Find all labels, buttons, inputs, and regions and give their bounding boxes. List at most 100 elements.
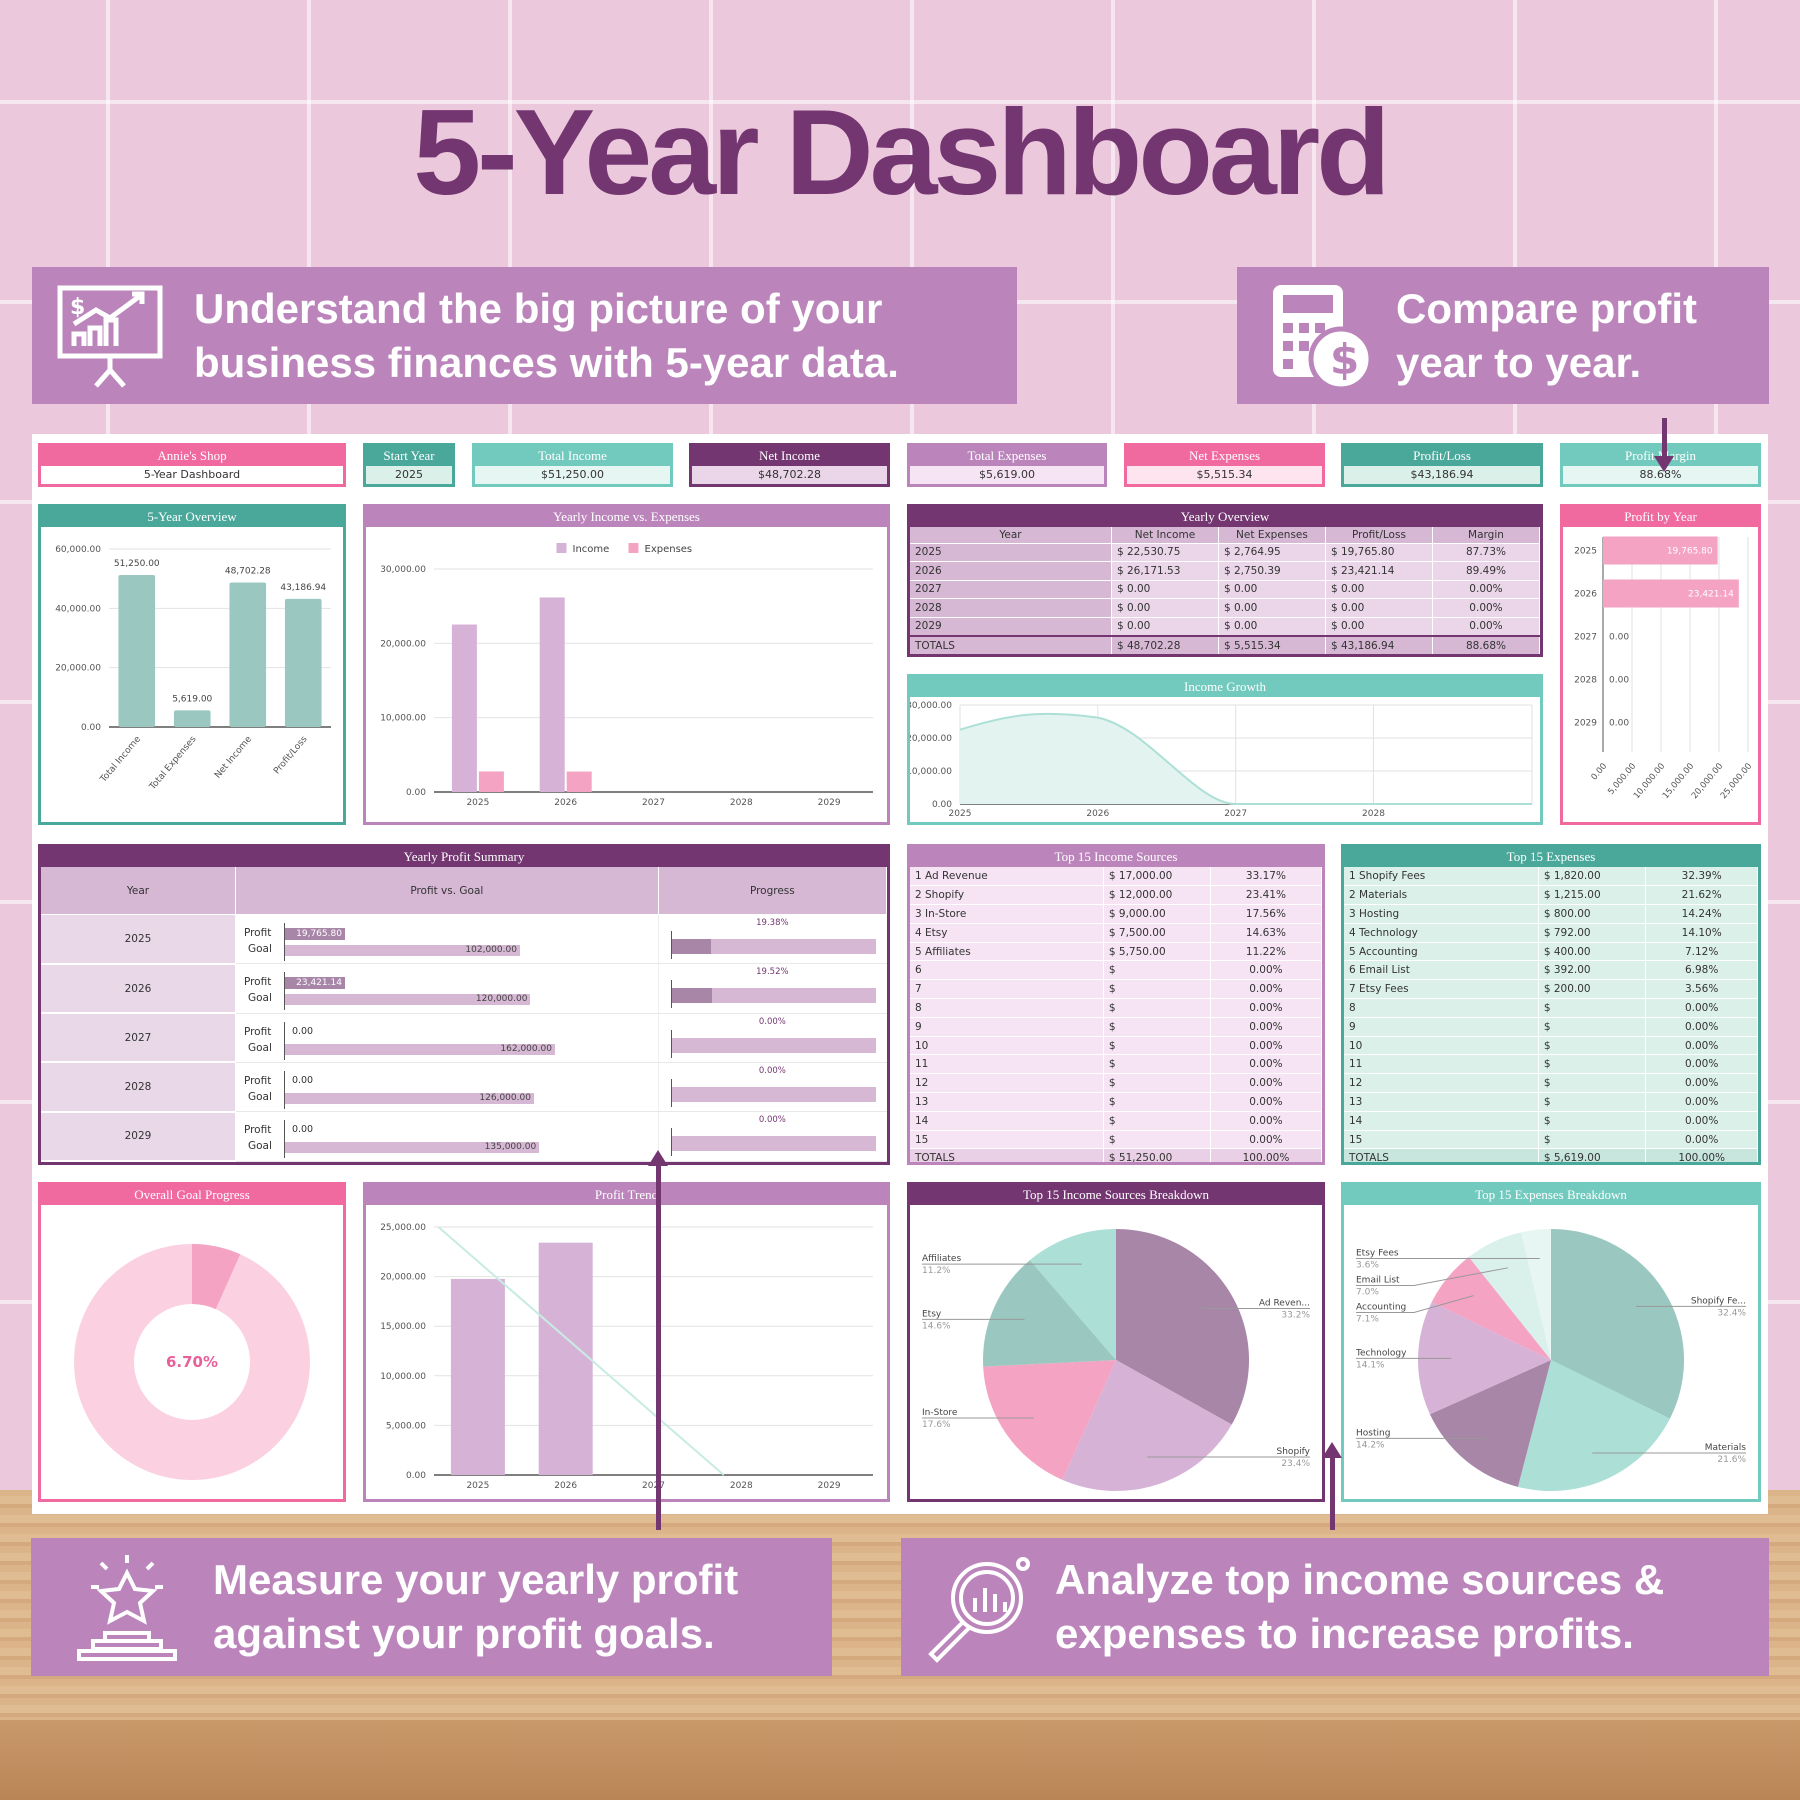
table-row: 13 $ 0.00% (910, 1092, 1322, 1112)
pie-slice (983, 1260, 1116, 1367)
name-cell: 3 In-Store (910, 904, 1104, 924)
data-label: 23,421.14 (1688, 590, 1734, 600)
x-tick-label: 2025 (949, 809, 972, 819)
start-year-value[interactable]: 2025 (366, 466, 452, 484)
data-label: 5,619.00 (172, 694, 212, 704)
year-cell: 2025 (910, 543, 1112, 563)
bar (450, 1278, 505, 1475)
name-cell: 1 Shopify Fees (1344, 867, 1539, 887)
y-tick-label: 40,000.00 (55, 604, 101, 614)
card-start-year[interactable]: Start Year 2025 (363, 443, 455, 487)
panel-title: Yearly Profit Summary (41, 847, 887, 867)
area-fill (960, 713, 1532, 804)
amount-cell: $ 5,750.00 (1103, 942, 1211, 962)
progress-bar (671, 1037, 876, 1053)
amount-cell: $ 392.00 (1538, 960, 1647, 981)
amount-cell: $ 7,500.00 (1103, 923, 1211, 943)
x-tick-label: 2029 (818, 798, 841, 808)
y-tick-label: 30,000.00 (380, 565, 426, 575)
x-tick-label: Total Income (98, 734, 143, 785)
goal-bar: 126,000.00 (284, 1092, 534, 1104)
axis-line (670, 980, 672, 1009)
name-cell: 9 (1344, 1017, 1539, 1037)
y-tick-label: 10,000.00 (380, 1372, 426, 1382)
column-header: Profit vs. Goal (235, 867, 659, 916)
page-title: 5-Year Dashboard (413, 84, 1390, 220)
percent-cell: 7.12% (1645, 942, 1758, 962)
presentation-chart-icon: $ (57, 285, 163, 388)
slice-label: Affiliates (922, 1254, 961, 1264)
profit-loss-value: $43,186.94 (1344, 466, 1540, 484)
y-tick-label: 2028 (1574, 676, 1597, 686)
panel-title: 5-Year Overview (41, 507, 343, 527)
value-cell: $ 26,171.53 (1111, 561, 1219, 581)
value-cell: $ 48,702.28 (1111, 634, 1219, 654)
name-cell: 5 Accounting (1344, 942, 1539, 962)
progress-bar (671, 939, 876, 955)
percent-cell: 0.00% (1210, 960, 1322, 981)
table-row: 6 $ 0.00% (910, 960, 1322, 981)
card-label: Net Income (692, 446, 887, 466)
value-cell: $ 0.00 (1325, 617, 1433, 637)
year-cell: 2028 (41, 1062, 236, 1113)
panel-title: Top 15 Income Sources Breakdown (910, 1185, 1322, 1205)
amount-cell: $ 200.00 (1538, 979, 1647, 1000)
banner-line: business finances with 5-year data. (194, 338, 899, 386)
y-tick-label: 2025 (1574, 547, 1597, 557)
percent-cell: 0.00% (1645, 1017, 1758, 1037)
value-cell: $ 0.00 (1111, 598, 1219, 618)
name-cell: 2 Materials (1344, 885, 1539, 906)
percent-cell: 0.00% (1210, 979, 1322, 1000)
pie-slice (1468, 1232, 1551, 1360)
percent-cell: 0.00% (1210, 1036, 1322, 1056)
name-cell: 11 (910, 1054, 1104, 1075)
profit-bar: 19,765.80 (284, 928, 345, 941)
y-tick-label: 0.00 (406, 788, 426, 798)
progress-bar (671, 1086, 876, 1102)
amount-cell: $ (1538, 1073, 1647, 1094)
percent-cell: 17.56% (1210, 904, 1322, 924)
data-label: 19,765.80 (1667, 547, 1713, 557)
year-cell: 2026 (41, 963, 236, 1015)
bar (173, 710, 211, 727)
data-label: 51,250.00 (114, 559, 160, 569)
banner-big-picture: $ Understand the big picture of your busi… (32, 267, 1017, 404)
table-row: 5 Affiliates $ 5,750.00 11.22% (910, 942, 1322, 962)
value-cell: $ 0.00 (1325, 598, 1433, 618)
header-row: Year Profit vs. Goal Progress (41, 867, 887, 916)
percent-cell: 23.41% (1210, 885, 1322, 906)
amount-cell: $ (1538, 1111, 1647, 1131)
amount-cell: $ (1538, 1017, 1647, 1037)
year-cell: 2028 (910, 598, 1112, 618)
percent-cell: 0.00% (1210, 1017, 1322, 1037)
slice-label: Technology (1355, 1348, 1407, 1358)
amount-cell: $ (1103, 1111, 1211, 1131)
panel-title: Yearly Overview (910, 507, 1540, 527)
y-tick-label: 20,000.00 (910, 734, 952, 744)
slice-percent: 14.1% (1356, 1360, 1385, 1370)
card-total-income: Total Income $51,250.00 (472, 443, 673, 487)
goal-bar: 135,000.00 (284, 1142, 540, 1154)
panel-title: Profit by Year (1563, 507, 1758, 527)
table-row: 2029 Profit Goal 0.00 135,000.00 0.00% (41, 1111, 887, 1162)
percent-cell: 0.00% (1645, 998, 1758, 1018)
progress-percent: 19.52% (756, 967, 789, 978)
amount-cell: $ 792.00 (1538, 923, 1647, 943)
arrowhead-down (1654, 456, 1674, 472)
value-cell: $ 2,764.95 (1218, 543, 1326, 563)
progress-cell: 0.00% (658, 1111, 887, 1162)
pie-slice (1116, 1229, 1249, 1425)
amount-cell: $ 17,000.00 (1103, 867, 1211, 887)
y-tick-label: 25,000.00 (380, 1223, 426, 1233)
column-header: Progress (658, 867, 887, 916)
table-row: 2 Shopify $ 12,000.00 23.41% (910, 885, 1322, 906)
progress-bar (671, 1136, 876, 1152)
name-cell: 5 Affiliates (910, 942, 1104, 962)
table-row: 2025 Profit Goal 19,765.80 102,000.00 19.38% (41, 914, 887, 965)
data-label: 0.00 (1609, 719, 1629, 729)
totals-percent: 100.00% (1210, 1148, 1322, 1162)
legend-swatch (628, 543, 639, 553)
year-cell: 2026 (910, 561, 1112, 581)
goal-label: Goal (247, 943, 272, 956)
name-cell: 7 Etsy Fees (1344, 979, 1539, 1000)
